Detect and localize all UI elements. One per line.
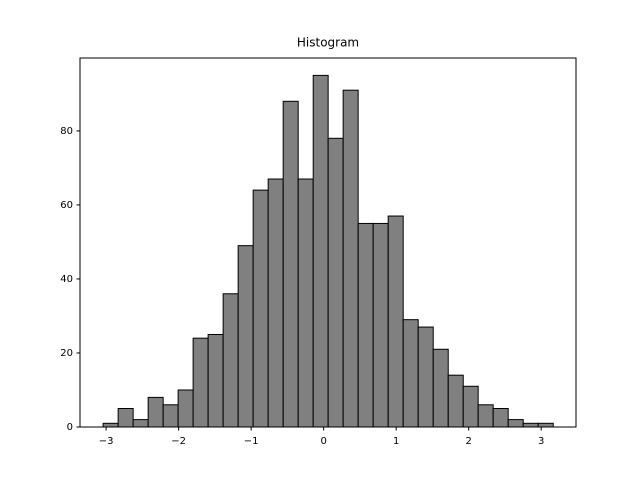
bar [192, 337, 209, 428]
bar [477, 404, 494, 428]
bar [207, 333, 224, 428]
bar [252, 189, 269, 428]
bar [132, 419, 149, 428]
bar [327, 137, 344, 428]
bar [432, 348, 449, 428]
bar [237, 245, 254, 428]
bar [537, 422, 554, 428]
x-tick-label: 3 [538, 436, 544, 447]
y-tick-label: 80 [60, 126, 73, 137]
x-tick-label: −2 [171, 436, 186, 447]
bar [282, 100, 299, 428]
x-tick-label: 0 [320, 436, 326, 447]
bar [522, 422, 539, 428]
bar [162, 404, 179, 428]
bar [387, 215, 404, 428]
bar [177, 389, 194, 428]
bar [222, 293, 239, 428]
bar [297, 178, 314, 428]
bar [102, 422, 119, 428]
bar [357, 222, 374, 428]
x-tick-label: −3 [99, 436, 114, 447]
bar [117, 407, 134, 428]
bar [417, 326, 434, 428]
bar [507, 419, 524, 428]
y-tick-label: 40 [60, 274, 73, 285]
bar [447, 374, 464, 428]
bar [402, 319, 419, 428]
x-tick-label: −1 [244, 436, 259, 447]
y-tick-label: 60 [60, 200, 73, 211]
y-tick-label: 0 [67, 422, 73, 433]
chart-title: Histogram [297, 36, 359, 50]
x-tick-label: 1 [393, 436, 399, 447]
bar [342, 89, 359, 428]
plot-frame [79, 57, 577, 428]
y-tick-label: 20 [60, 348, 73, 359]
x-tick-label: 2 [465, 436, 471, 447]
bar [147, 396, 164, 428]
bar [492, 407, 509, 428]
bar [462, 385, 479, 428]
bar [312, 74, 329, 428]
bar [267, 178, 284, 428]
bar [372, 222, 389, 428]
